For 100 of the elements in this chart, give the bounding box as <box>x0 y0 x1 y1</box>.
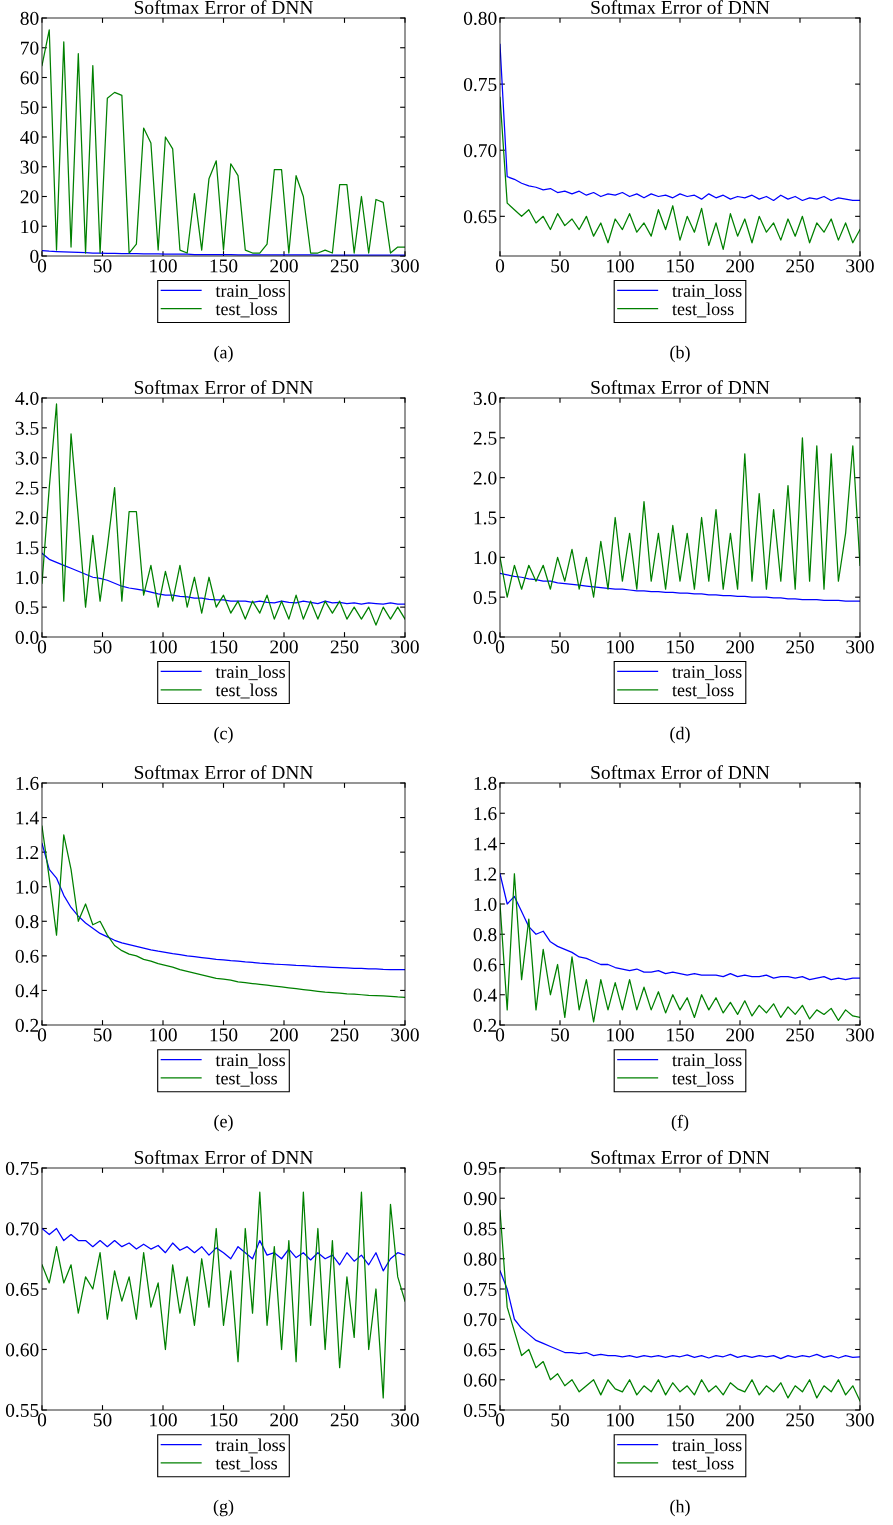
x-tick-label: 150 <box>667 1413 694 1427</box>
y-tick-label: 3.5 <box>15 421 39 435</box>
y-tick-label: 1.0 <box>16 880 39 894</box>
y-tick-label: 0.60 <box>5 1343 39 1357</box>
x-tick-label: 200 <box>726 259 754 273</box>
chart-title: Softmax Error of DNN <box>591 1150 770 1165</box>
y-tick-label: 0.8 <box>473 928 497 942</box>
text: (c) <box>214 726 233 744</box>
x-tick-label: 250 <box>786 259 814 273</box>
y-tick-label: 0.75 <box>463 77 497 92</box>
legend-label: test_loss <box>215 1071 278 1087</box>
line-series <box>42 1191 405 1399</box>
y-tick-label: 40 <box>20 130 39 144</box>
y-tick-label: 0.70 <box>5 1222 39 1236</box>
legend-label: test_loss <box>672 1456 734 1472</box>
y-tick-label: 0.4 <box>15 984 39 998</box>
x-tick-label: 300 <box>391 259 419 273</box>
y-tick-label: 0.65 <box>463 210 497 224</box>
y-tick-label: 2.5 <box>15 481 39 495</box>
y-tick-label: 0.0 <box>15 630 39 645</box>
x-tick-label: 300 <box>391 1028 419 1042</box>
chart-title: Softmax Error of DNN <box>134 765 313 780</box>
chart-title: Softmax Error of DNN <box>134 380 313 395</box>
y-tick-label: 1.0 <box>16 571 39 585</box>
chart-title: Softmax Error of DNN <box>134 1150 313 1165</box>
y-tick-label: 0.55 <box>5 1403 39 1418</box>
legend-label: test_loss <box>672 1071 734 1087</box>
y-tick-label: 2.5 <box>473 431 497 445</box>
y-tick-label: 3.0 <box>473 391 497 406</box>
x-tick-label: 300 <box>391 1413 419 1427</box>
x-tick-label: 250 <box>330 640 359 654</box>
x-tick-label: 50 <box>93 640 112 654</box>
x-tick-label: 250 <box>330 1413 359 1427</box>
x-tick-label: 100 <box>150 640 177 654</box>
x-tick-label: 150 <box>210 1028 238 1042</box>
y-tick-label: 0.95 <box>463 1161 497 1176</box>
text: (e) <box>214 1114 233 1132</box>
y-tick-label: 1.4 <box>474 837 497 851</box>
x-tick-label: 100 <box>150 1028 177 1042</box>
y-tick-label: 1.2 <box>16 846 39 860</box>
text: (f) <box>671 1114 689 1132</box>
x-tick-label: 100 <box>150 259 177 273</box>
x-tick-label: 50 <box>551 1028 569 1042</box>
legend-label: train_loss <box>215 665 286 681</box>
x-tick-label: 200 <box>270 640 298 654</box>
legend-label: test_loss <box>215 1456 278 1472</box>
x-tick-label: 100 <box>607 1413 634 1427</box>
text: (g) <box>213 1499 234 1517</box>
x-tick-label: 100 <box>607 1028 634 1042</box>
y-tick-label: 0.80 <box>463 1252 497 1266</box>
y-tick-label: 1.6 <box>16 776 39 791</box>
y-tick-label: 1.5 <box>474 511 497 525</box>
y-tick-label: 0.55 <box>463 1403 497 1418</box>
y-tick-label: 0.6 <box>15 949 39 963</box>
line-series <box>42 1227 405 1272</box>
y-tick-label: 3.0 <box>15 451 39 465</box>
line-series <box>42 552 405 605</box>
x-tick-label: 150 <box>210 640 238 654</box>
text: (d) <box>670 726 690 744</box>
text: (a) <box>214 345 233 363</box>
x-tick-label: 200 <box>726 640 754 654</box>
y-tick-label: 1.0 <box>474 551 497 565</box>
y-tick-label: 0.75 <box>5 1161 39 1176</box>
legend-label: train_loss <box>672 284 742 300</box>
y-tick-label: 0.65 <box>5 1282 39 1297</box>
x-tick-label: 50 <box>551 259 569 273</box>
legend-label: train_loss <box>215 1438 286 1454</box>
y-tick-label: 0.90 <box>463 1192 497 1206</box>
legend-label: test_loss <box>215 302 278 318</box>
y-tick-label: 1.8 <box>474 776 497 791</box>
y-tick-label: 0.5 <box>473 590 497 605</box>
y-tick-label: 0.6 <box>473 958 497 972</box>
y-tick-label: 0.8 <box>15 915 39 929</box>
y-tick-label: 70 <box>21 41 39 55</box>
y-tick-label: 0.4 <box>473 988 497 1002</box>
legend-label: test_loss <box>215 683 278 699</box>
x-tick-label: 150 <box>210 1413 238 1427</box>
x-tick-label: 200 <box>726 1028 754 1042</box>
y-tick-label: 80 <box>20 11 39 25</box>
y-tick-label: 0.85 <box>463 1222 497 1236</box>
x-tick-label: 200 <box>270 259 298 273</box>
legend-label: train_loss <box>672 1053 742 1069</box>
x-tick-label: 50 <box>551 640 569 654</box>
y-tick-label: 0.2 <box>473 1018 497 1033</box>
x-tick-label: 300 <box>846 1028 874 1042</box>
text: (b) <box>670 345 690 363</box>
y-tick-label: 4.0 <box>15 391 39 406</box>
y-tick-label: 2.0 <box>15 511 39 525</box>
x-tick-label: 150 <box>667 640 694 654</box>
text: (h) <box>670 1499 690 1517</box>
y-tick-label: 10 <box>21 220 39 234</box>
y-tick-label: 30 <box>20 160 39 174</box>
legend-label: test_loss <box>672 683 734 699</box>
y-tick-label: 50 <box>20 101 39 115</box>
x-tick-label: 250 <box>330 1028 359 1042</box>
y-tick-label: 2.0 <box>473 471 497 485</box>
y-tick-label: 0.0 <box>473 630 497 645</box>
x-tick-label: 250 <box>786 1413 814 1427</box>
legend-label: train_loss <box>215 284 286 300</box>
y-tick-label: 1.5 <box>16 541 39 555</box>
